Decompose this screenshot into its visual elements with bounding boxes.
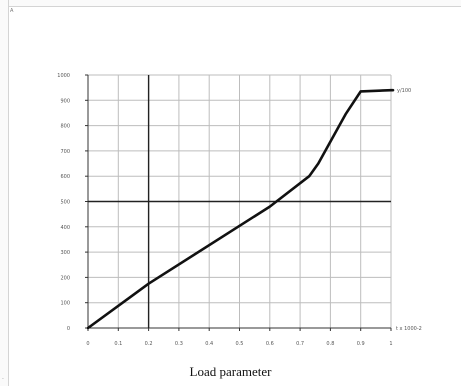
window-left-edge	[0, 0, 9, 386]
y-tick-label: 400	[60, 225, 70, 231]
series-line	[86, 88, 393, 330]
x-tick-label: 0.2	[145, 341, 153, 347]
y-tick-label: 300	[60, 250, 70, 256]
x-tick-label: 0.1	[114, 341, 122, 347]
y-tick-label: 600	[60, 174, 70, 180]
y-tick-label: 0	[67, 326, 70, 332]
series	[86, 88, 395, 330]
chart-caption: Load parameter	[189, 364, 272, 379]
x-tick-label: 0.8	[326, 341, 334, 347]
x-tick-label: 0.7	[296, 341, 304, 347]
x-tick-label: 0.6	[266, 341, 274, 347]
y-tick-label: 900	[60, 98, 70, 104]
x-tick-label: 1	[389, 341, 392, 347]
window-top-edge	[0, 0, 461, 7]
x-end-label: t x 1000-2	[396, 326, 422, 332]
y-tick-label: 1000	[57, 73, 70, 79]
y-tick-label: 800	[60, 124, 70, 130]
x-tick-label: 0.5	[236, 341, 244, 347]
x-tick-label: 0.3	[175, 341, 183, 347]
corner-mark: A	[10, 8, 14, 14]
x-tick-label: 0	[86, 341, 89, 347]
bottom-mark: -	[2, 376, 4, 382]
y-tick-label: 200	[60, 275, 70, 281]
reference-lines	[88, 75, 391, 328]
y-tick-label: 100	[60, 301, 70, 307]
x-tick-label: 0.9	[357, 341, 365, 347]
tick-labels: 0 0.1 0.2 0.3 0.4 0.5 0.6 0.7 0.8 0.9 1 0 100 200 300 4…	[57, 73, 422, 347]
y-tick-label: 500	[60, 200, 70, 206]
y-end-label: y/100	[397, 88, 411, 94]
x-tick-label: 0.4	[205, 341, 213, 347]
y-tick-label: 700	[60, 149, 70, 155]
